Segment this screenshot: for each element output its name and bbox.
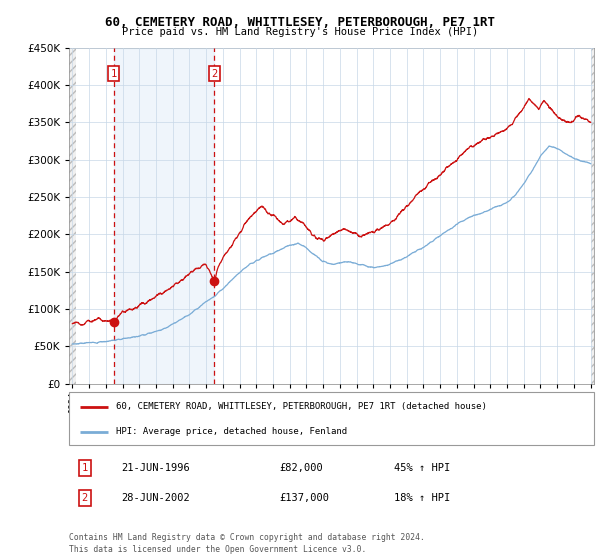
Text: Contains HM Land Registry data © Crown copyright and database right 2024.: Contains HM Land Registry data © Crown c… [69, 533, 425, 542]
Text: 2: 2 [211, 69, 217, 79]
Text: 1: 1 [82, 463, 88, 473]
FancyBboxPatch shape [69, 392, 594, 445]
Text: 18% ↑ HPI: 18% ↑ HPI [395, 493, 451, 503]
Text: 45% ↑ HPI: 45% ↑ HPI [395, 463, 451, 473]
Text: Price paid vs. HM Land Registry's House Price Index (HPI): Price paid vs. HM Land Registry's House … [122, 27, 478, 37]
Text: 60, CEMETERY ROAD, WHITTLESEY, PETERBOROUGH, PE7 1RT (detached house): 60, CEMETERY ROAD, WHITTLESEY, PETERBORO… [116, 403, 487, 412]
Text: This data is licensed under the Open Government Licence v3.0.: This data is licensed under the Open Gov… [69, 545, 367, 554]
Text: 1: 1 [110, 69, 117, 79]
Text: £82,000: £82,000 [279, 463, 323, 473]
Text: HPI: Average price, detached house, Fenland: HPI: Average price, detached house, Fenl… [116, 427, 347, 436]
Text: 21-JUN-1996: 21-JUN-1996 [121, 463, 190, 473]
Text: 60, CEMETERY ROAD, WHITTLESEY, PETERBOROUGH, PE7 1RT: 60, CEMETERY ROAD, WHITTLESEY, PETERBORO… [105, 16, 495, 29]
Text: 28-JUN-2002: 28-JUN-2002 [121, 493, 190, 503]
Text: 2: 2 [82, 493, 88, 503]
Bar [113, 48, 214, 384]
Text: £137,000: £137,000 [279, 493, 329, 503]
